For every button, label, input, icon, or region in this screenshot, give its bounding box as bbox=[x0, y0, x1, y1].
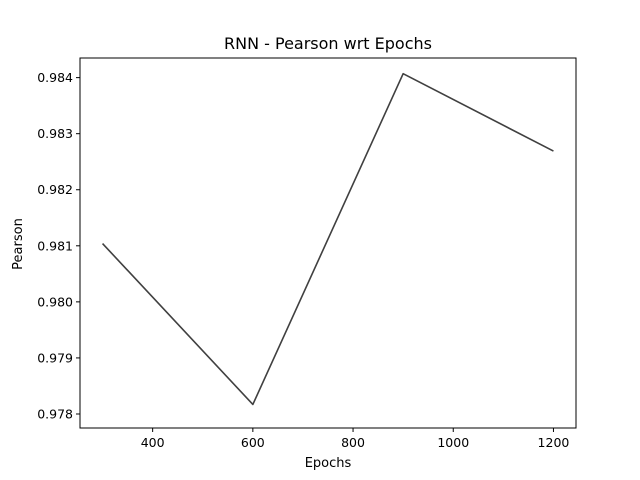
x-axis-label: Epochs bbox=[305, 456, 352, 471]
x-tick-label: 600 bbox=[241, 435, 265, 450]
x-tick-label: 1000 bbox=[437, 435, 469, 450]
y-tick-label: 0.979 bbox=[37, 350, 73, 365]
y-tick-label: 0.984 bbox=[37, 70, 73, 85]
y-axis-ticks: 0.978 0.979 0.980 0.981 0.982 0.983 0.984 bbox=[37, 70, 80, 421]
x-tick-label: 800 bbox=[341, 435, 365, 450]
series-line-pearson bbox=[101, 72, 554, 406]
y-tick-label: 0.980 bbox=[37, 294, 73, 309]
y-tick-label: 0.978 bbox=[37, 406, 73, 421]
y-tick-label: 0.982 bbox=[37, 182, 73, 197]
y-axis-label: Pearson bbox=[11, 218, 26, 270]
y-tick-label: 0.983 bbox=[37, 126, 73, 141]
x-tick-label: 400 bbox=[141, 435, 165, 450]
plot-frame bbox=[79, 57, 577, 429]
x-axis-ticks: 400 600 800 1000 1200 bbox=[141, 428, 570, 450]
chart-title: RNN - Pearson wrt Epochs bbox=[224, 34, 432, 53]
plot-area bbox=[79, 57, 577, 429]
x-tick-label: 1200 bbox=[538, 435, 570, 450]
y-tick-label: 0.981 bbox=[37, 238, 73, 253]
